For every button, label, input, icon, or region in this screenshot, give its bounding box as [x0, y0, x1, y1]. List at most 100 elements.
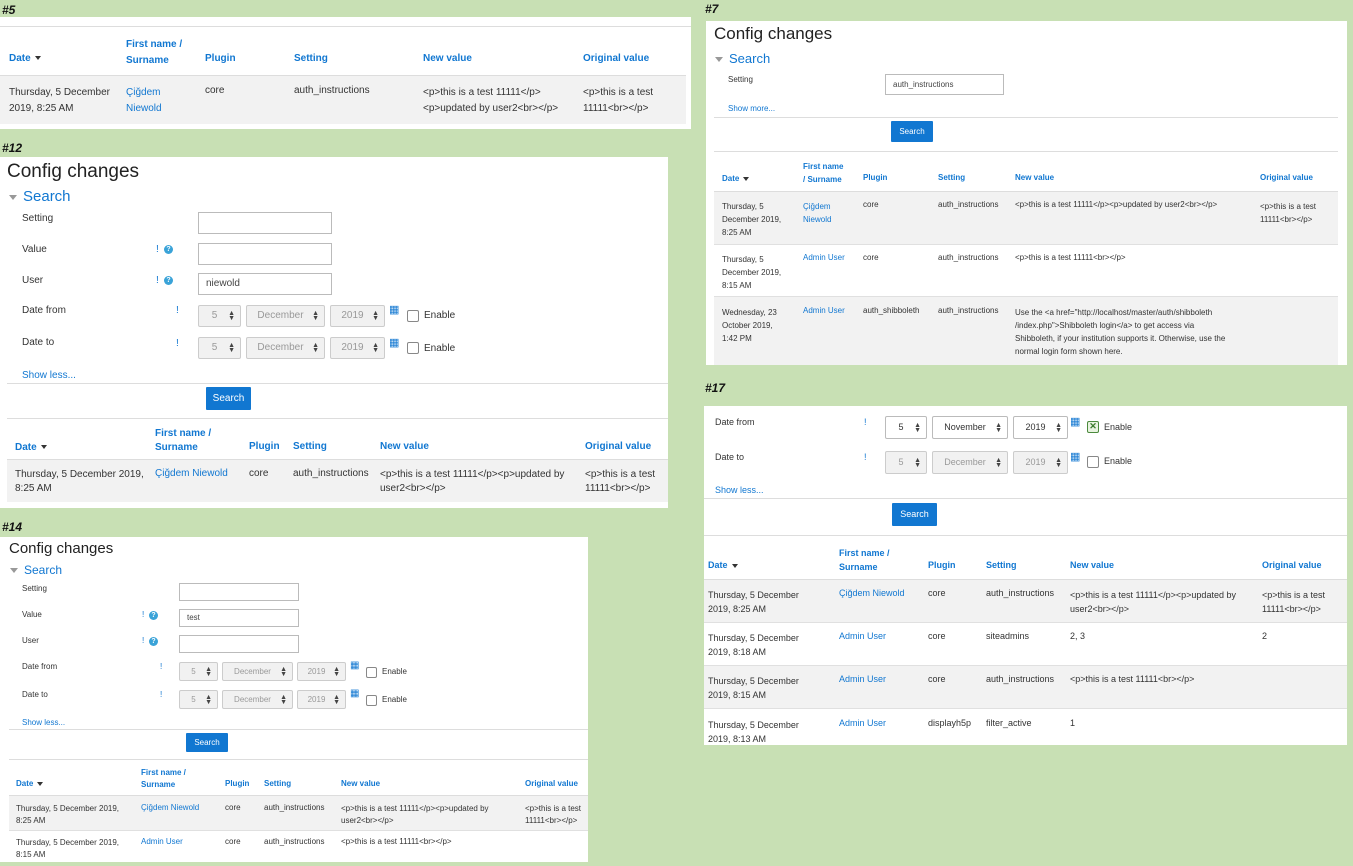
col-date[interactable]: Date: [16, 779, 43, 788]
cell-user-link[interactable]: Çiğdem Niewold: [155, 468, 228, 479]
user-input[interactable]: niewold: [198, 273, 332, 295]
cell-user-link[interactable]: Admin User: [839, 674, 887, 684]
table-row: Thursday, 5 December 2019, 8:15 AM Admin U…: [714, 244, 1338, 297]
search-toggle[interactable]: Search: [715, 51, 770, 66]
cell-user-link[interactable]: Admin User: [839, 718, 887, 728]
date-to-label: Date to: [715, 452, 745, 462]
col-name[interactable]: First name / Surname: [141, 767, 186, 791]
search-button[interactable]: Search: [186, 733, 228, 752]
col-name[interactable]: First name / Surname: [126, 37, 182, 69]
table-row: Thursday, 5 December 2019, 8:13 AM Admin …: [704, 708, 1347, 745]
date-to-day-select[interactable]: 5 ▲ ▼: [198, 337, 241, 359]
setting-input[interactable]: auth_instructions: [885, 74, 1004, 95]
date-from-year-select[interactable]: 2019 ▲ ▼: [330, 305, 385, 327]
cell-user-link[interactable]: Admin User: [141, 837, 183, 846]
setting-input[interactable]: [198, 212, 332, 234]
col-name[interactable]: First name / Surname: [155, 427, 211, 455]
col-date[interactable]: Date: [15, 442, 47, 453]
cell-user-link[interactable]: Çiğdem Niewold: [126, 87, 162, 114]
show-less-link[interactable]: Show less...: [715, 485, 764, 495]
date-from-year-select[interactable]: 2019 ▲ ▼: [1013, 416, 1068, 439]
divider: [714, 117, 1338, 118]
col-firstname[interactable]: First name /: [839, 548, 890, 558]
cell-date: Thursday, 5 December 2019, 8:25 AM: [9, 87, 110, 114]
date-to-enable-checkbox[interactable]: [366, 695, 377, 706]
cell-original-value: <p>this is a test 11111<br></p>: [1260, 202, 1317, 224]
date-from-day-select[interactable]: 5 ▲ ▼: [198, 305, 241, 327]
calendar-icon[interactable]: ▦: [350, 660, 360, 671]
date-to-enable-checkbox[interactable]: [1087, 456, 1099, 468]
user-input[interactable]: [179, 635, 299, 653]
col-surname[interactable]: Surname: [141, 780, 176, 789]
value-label: Value: [22, 610, 42, 619]
col-firstname[interactable]: First name /: [126, 39, 183, 50]
divider: [7, 418, 668, 419]
date-from-year-select[interactable]: 2019 ▲ ▼: [297, 662, 346, 681]
cell-user-link[interactable]: Admin User: [803, 306, 845, 315]
select-arrows-icon: ▲ ▼: [914, 421, 921, 434]
col-surname[interactable]: / Surname: [803, 175, 842, 184]
col-firstname[interactable]: First name: [803, 162, 844, 171]
setting-input[interactable]: [179, 583, 299, 601]
search-button[interactable]: Search: [206, 387, 251, 410]
calendar-icon[interactable]: ▦: [1070, 416, 1081, 428]
show-less-link[interactable]: Show less...: [22, 370, 76, 381]
cell-user-link[interactable]: Çiğdem Niewold: [141, 803, 200, 812]
date-to-month-select[interactable]: December ▲ ▼: [932, 451, 1008, 474]
date-from-enable-checkbox[interactable]: [366, 667, 377, 678]
search-toggle[interactable]: Search: [9, 188, 71, 205]
cell-setting: auth_instructions: [293, 468, 369, 479]
date-from-month-select[interactable]: December ▲ ▼: [246, 305, 325, 327]
show-less-link[interactable]: Show less...: [22, 718, 66, 727]
col-firstname[interactable]: First name /: [141, 768, 186, 777]
calendar-icon[interactable]: ▦: [1070, 451, 1081, 463]
col-plugin: Plugin: [205, 53, 236, 64]
col-surname[interactable]: Surname: [155, 442, 198, 453]
date-from-month-select[interactable]: December ▲ ▼: [222, 662, 293, 681]
date-to-enable-checkbox[interactable]: [407, 342, 419, 354]
date-to-month-select[interactable]: December ▲ ▼: [246, 337, 325, 359]
search-toggle[interactable]: Search: [10, 563, 62, 577]
show-more-link[interactable]: Show more...: [728, 104, 776, 113]
help-icon[interactable]: ?: [164, 245, 173, 254]
cell-plugin: core: [249, 468, 269, 479]
date-to-day-select[interactable]: 5 ▲ ▼: [179, 690, 218, 709]
panel-17: Date from ! 5▲▼ November▲▼ 2019▲▼ ▦ Enab…: [704, 406, 1347, 745]
select-arrows-icon: ▲ ▼: [914, 456, 921, 469]
value-input[interactable]: test: [179, 609, 299, 627]
cell-user-link[interactable]: Admin User: [839, 631, 887, 641]
cell-user-link[interactable]: Admin User: [803, 253, 845, 262]
date-from-enable-checkbox[interactable]: [1087, 421, 1099, 433]
date-from-enable-checkbox[interactable]: [407, 310, 419, 322]
date-to-year-select[interactable]: 2019 ▲ ▼: [330, 337, 385, 359]
date-to-label: Date to: [22, 337, 55, 348]
cell-user-link[interactable]: Çiğdem Niewold: [839, 588, 905, 598]
date-to-day-select[interactable]: 5 ▲ ▼: [885, 451, 927, 474]
date-to-year-select[interactable]: 2019 ▲ ▼: [297, 690, 346, 709]
col-date[interactable]: Date: [722, 174, 749, 183]
col-surname[interactable]: Surname: [126, 55, 169, 66]
date-from-day-select[interactable]: 5 ▲ ▼: [885, 416, 927, 439]
help-icon[interactable]: ?: [164, 276, 173, 285]
date-from-day-select[interactable]: 5 ▲ ▼: [179, 662, 218, 681]
col-name[interactable]: First name / Surname: [803, 160, 843, 186]
search-button[interactable]: Search: [891, 121, 933, 142]
col-surname[interactable]: Surname: [839, 562, 878, 572]
col-date[interactable]: Date: [708, 560, 738, 570]
cell-user-link[interactable]: Çiğdem Niewold: [803, 202, 832, 224]
help-icon[interactable]: ?: [149, 611, 158, 620]
date-to-year-select[interactable]: 2019 ▲ ▼: [1013, 451, 1068, 474]
col-date[interactable]: Date: [9, 53, 41, 64]
cell-date: Thursday, 5 December 2019, 8:18 AM: [708, 633, 799, 657]
search-button[interactable]: Search: [892, 503, 937, 526]
calendar-icon[interactable]: ▦: [389, 337, 400, 349]
date-from-month-select[interactable]: November ▲ ▼: [932, 416, 1008, 439]
col-firstname[interactable]: First name /: [155, 428, 212, 439]
calendar-icon[interactable]: ▦: [389, 304, 400, 316]
help-icon[interactable]: ?: [149, 637, 158, 646]
col-name[interactable]: First name / Surname: [839, 546, 890, 574]
col-original-value: Original value: [525, 779, 578, 788]
calendar-icon[interactable]: ▦: [350, 688, 360, 699]
value-input[interactable]: [198, 243, 332, 265]
date-to-month-select[interactable]: December ▲ ▼: [222, 690, 293, 709]
